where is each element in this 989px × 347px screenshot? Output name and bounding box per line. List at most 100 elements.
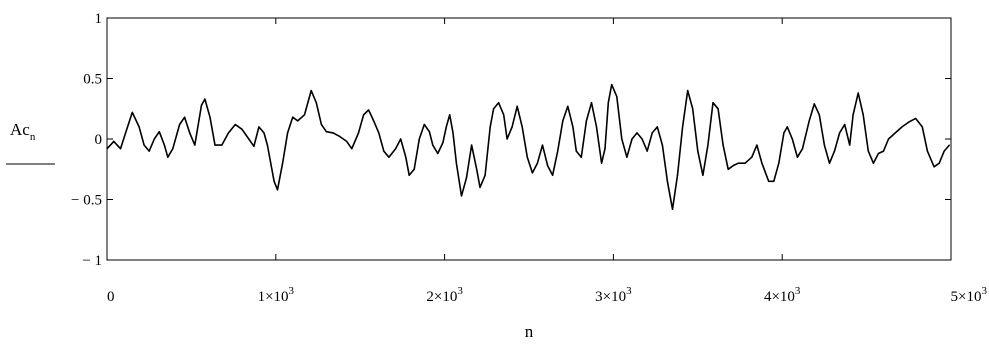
data-point [887,138,890,140]
data-point [368,109,370,111]
data-point [751,156,753,158]
data-point [163,144,165,146]
data-point [682,126,684,128]
data-point [506,138,508,140]
data-point [600,162,603,164]
svg-text:Acn: Acn [10,120,36,143]
data-point [119,148,122,150]
data-point [651,132,653,134]
data-point [908,121,910,123]
data-point [521,126,523,128]
data-point [604,148,606,150]
data-point [914,117,917,120]
data-point [552,174,554,176]
data-point [717,108,719,110]
data-point [373,120,375,122]
data-point [297,120,299,122]
data-point [926,150,928,152]
y-tick-labels: 1 0.5 0 − 0.5 − 1 [71,11,102,269]
data-point [872,162,874,164]
data-point [489,126,491,128]
data-point [833,150,836,152]
data-point [773,180,775,182]
data-point [476,168,478,170]
data-point [158,131,160,133]
data-point [465,177,468,179]
data-point [541,144,544,146]
data-point [580,156,582,158]
y-axis-label-subscript: n [30,131,36,143]
y-tick-label: − 1 [82,253,102,269]
data-point [124,132,127,134]
data-point [266,144,268,146]
data-point [189,132,191,134]
data-point [536,162,539,164]
data-point [143,144,145,146]
y-axis-label: Acn [6,120,55,165]
data-point [423,123,425,126]
data-point [818,114,820,116]
series-line [106,83,950,210]
data-point [707,144,709,146]
data-point [849,144,851,146]
data-point [585,120,587,122]
data-point [943,150,945,152]
data-point [258,126,260,128]
x-tick-label: 2×103 [426,285,463,305]
data-point [339,135,341,138]
data-point [234,123,236,126]
data-point [405,156,407,158]
data-point [557,150,559,152]
series-points [106,83,950,210]
data-point [227,132,230,134]
data-point [209,116,211,118]
data-point [428,131,431,133]
data-point [516,105,518,107]
data-point [106,148,108,150]
data-point [546,165,549,167]
axis-ticks [106,17,952,261]
data-point [761,162,763,164]
data-point [184,116,186,118]
data-point [692,108,694,110]
data-point [452,132,454,134]
data-point [894,132,896,134]
data-point [332,132,334,134]
x-tick-label: 3×103 [595,285,632,305]
data-point [460,195,463,197]
data-point [400,138,402,140]
data-point [702,174,704,176]
data-point [948,144,950,146]
data-point [172,148,174,150]
data-point [611,83,613,86]
data-point [418,138,420,140]
data-point [281,162,284,164]
data-point [938,162,940,164]
data-point [801,148,804,150]
data-point [607,102,609,104]
data-point [221,144,223,146]
data-point [511,126,513,128]
data-point [732,165,734,167]
data-point [737,162,739,164]
data-point [204,98,206,100]
data-point [778,162,780,164]
data-point [921,126,923,128]
data-point [768,180,770,182]
data-point [687,90,689,92]
y-axis-label-main: Ac [10,120,30,139]
data-point [796,156,798,158]
data-point [636,132,638,134]
data-point [178,123,181,126]
data-point [791,138,793,140]
data-point [646,150,648,152]
data-point [626,156,628,158]
data-point [276,189,279,191]
data-point [449,114,451,116]
data-point [445,126,447,128]
data-point [933,166,935,168]
data-point [378,132,380,134]
x-tick-label: 5×103 [951,285,988,305]
data-point [498,102,500,104]
data-point [590,102,593,104]
